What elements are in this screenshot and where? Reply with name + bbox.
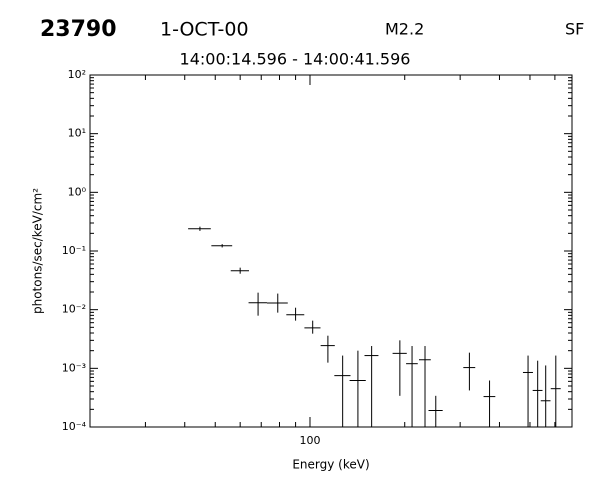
y-tick-label: 10² — [68, 68, 86, 81]
y-axis-label: photons/sec/keV/cm² — [31, 188, 45, 314]
x-tick-label: 100 — [299, 434, 320, 447]
flare-class: M2.2 — [385, 20, 424, 39]
y-tick-label: 10⁻¹ — [62, 244, 86, 257]
x-axis-label: Energy (keV) — [292, 458, 369, 472]
plot-frame — [89, 74, 573, 428]
y-tick-label: 10⁻² — [62, 303, 86, 316]
code: SF — [565, 20, 584, 39]
event-id: 23790 — [40, 17, 117, 42]
y-tick-label: 10⁻⁴ — [62, 420, 87, 433]
y-tick-label: 10¹ — [68, 127, 86, 140]
time-range: 14:00:14.596 - 14:00:41.596 — [180, 50, 411, 69]
date: 1-OCT-00 — [160, 19, 249, 41]
y-tick-label: 10⁰ — [68, 185, 87, 198]
y-tick-label: 10⁻³ — [62, 361, 86, 374]
